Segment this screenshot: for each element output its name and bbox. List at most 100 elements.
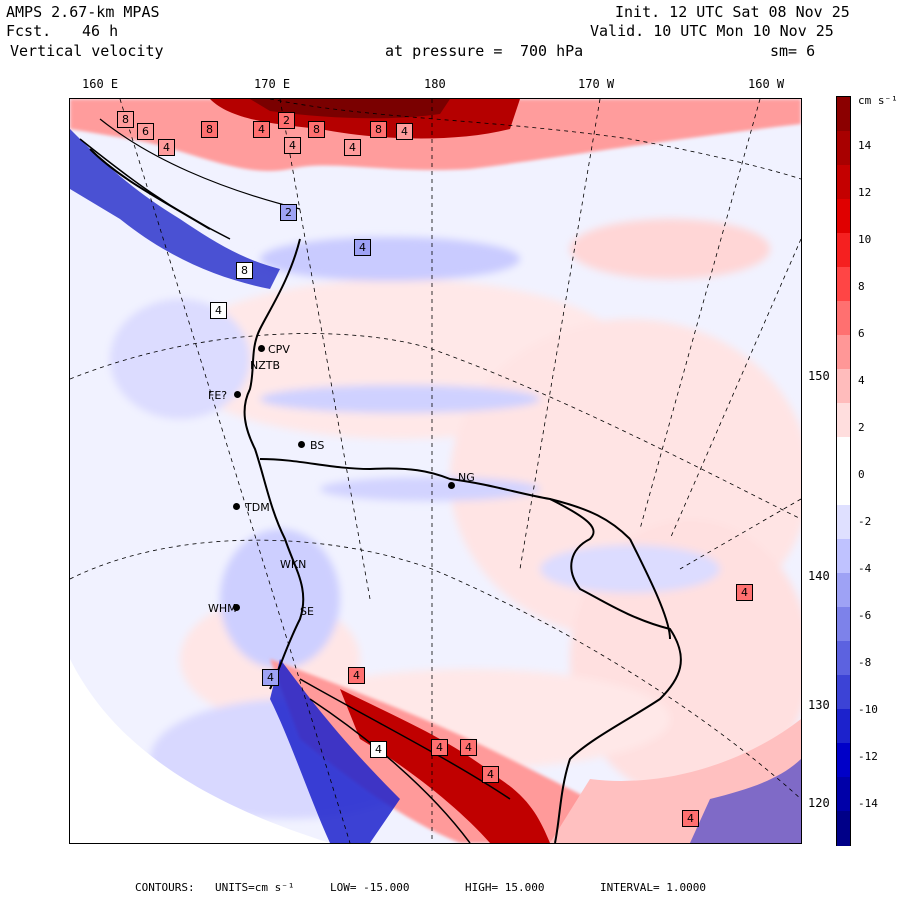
- contour-label: 8: [236, 262, 253, 279]
- colorbar: [836, 96, 851, 846]
- station-dot[interactable]: [233, 503, 240, 510]
- contour-label: 4: [736, 584, 753, 601]
- colorbar-cell: [837, 675, 850, 710]
- valid-time: Valid. 10 UTC Mon 10 Nov 25: [590, 22, 834, 40]
- footer-contours: CONTOURS:: [135, 881, 195, 894]
- contour-label: 4: [370, 741, 387, 758]
- contour-label: 4: [344, 139, 361, 156]
- colorbar-cell: [837, 607, 850, 642]
- station-dot[interactable]: [298, 441, 305, 448]
- colorbar-cell: [837, 165, 850, 200]
- level-label: at pressure =: [385, 42, 503, 60]
- coastline: [243, 238, 682, 843]
- colorbar-label: 2: [858, 421, 865, 434]
- station-label: NZTB: [250, 359, 281, 372]
- colorbar-cell: [837, 505, 850, 540]
- colorbar-label: 8: [858, 280, 865, 293]
- contour-label: 4: [253, 121, 270, 138]
- contour-label: 4: [348, 667, 365, 684]
- colorbar-label: 4: [858, 374, 865, 387]
- colorbar-cell: [837, 97, 850, 132]
- colorbar-cell: [837, 267, 850, 302]
- colorbar-cell: [837, 777, 850, 812]
- station-dot[interactable]: [258, 345, 265, 352]
- map-canvas: [70, 99, 801, 843]
- station-label: BS: [310, 439, 325, 452]
- lon-label: 160 E: [82, 77, 119, 91]
- colorbar-cell: [837, 641, 850, 676]
- contour-label: 4: [396, 123, 413, 140]
- station-label: FE?: [208, 389, 228, 402]
- contour-label: 4: [158, 139, 175, 156]
- station-label: CPV: [268, 343, 290, 356]
- colorbar-cell: [837, 199, 850, 234]
- station-label: SE: [300, 605, 314, 618]
- station-dot[interactable]: [233, 604, 240, 611]
- colorbar-label: 14: [858, 139, 872, 152]
- contour-label: 4: [262, 669, 279, 686]
- contour-label: 4: [354, 239, 371, 256]
- station-label: WKN: [280, 558, 307, 571]
- colorbar-cell: [837, 471, 850, 506]
- strong-top-band: [70, 99, 801, 289]
- colorbar-cell: [837, 233, 850, 268]
- contour-label: 6: [137, 123, 154, 140]
- station-dot[interactable]: [234, 391, 241, 398]
- colorbar-label: -14: [858, 797, 878, 810]
- colorbar-cell: [837, 301, 850, 336]
- footer-low: LOW= -15.000: [330, 881, 410, 894]
- footer-interval: INTERVAL= 1.0000: [600, 881, 706, 894]
- contour-label: 8: [117, 111, 134, 128]
- contour-label: 8: [370, 121, 387, 138]
- level-value: 700 hPa: [520, 42, 584, 60]
- station-label: TDM: [245, 501, 270, 514]
- colorbar-cell: [837, 573, 850, 608]
- station-label: NG: [458, 471, 475, 484]
- colorbar-label: -6: [858, 609, 872, 622]
- colorbar-units: cm s⁻¹: [858, 94, 898, 107]
- model-title: AMPS 2.67-km MPAS: [6, 3, 160, 21]
- colorbar-label: -8: [858, 656, 872, 669]
- colorbar-label: -4: [858, 562, 872, 575]
- forecast-hours: 46 h: [82, 22, 119, 40]
- lon-label: 170 W: [578, 77, 615, 91]
- contour-label: 4: [460, 739, 477, 756]
- init-time: Init. 12 UTC Sat 08 Nov 25: [615, 3, 850, 21]
- contour-label: 4: [682, 810, 699, 827]
- contour-label: 4: [210, 302, 227, 319]
- station-dot[interactable]: [448, 482, 455, 489]
- colorbar-cell: [837, 403, 850, 438]
- colorbar-label: -2: [858, 515, 872, 528]
- colorbar-label: 6: [858, 327, 865, 340]
- contour-label: 8: [201, 121, 218, 138]
- station-label: WHM: [208, 602, 237, 615]
- contour-label: 4: [431, 739, 448, 756]
- contour-label: 4: [482, 766, 499, 783]
- smoothing: sm= 6: [770, 42, 816, 60]
- colorbar-cell: [837, 811, 850, 846]
- colorbar-label: 12: [858, 186, 872, 199]
- colorbar-cell: [837, 369, 850, 404]
- colorbar-cell: [837, 335, 850, 370]
- field-name: Vertical velocity: [10, 42, 164, 60]
- colorbar-cell: [837, 539, 850, 574]
- contour-label: 2: [280, 204, 297, 221]
- lon-label: 170 E: [254, 77, 291, 91]
- footer-high: HIGH= 15.000: [465, 881, 545, 894]
- colorbar-cell: [837, 131, 850, 166]
- colorbar-cell: [837, 743, 850, 778]
- contour-label: 4: [284, 137, 301, 154]
- footer-units: UNITS=cm s⁻¹: [215, 881, 295, 894]
- vertical-velocity-map[interactable]: CPV NZTB FE? BS TDM WKN WHM SE NG 8 6 8 …: [69, 98, 802, 844]
- contour-label: 8: [308, 121, 325, 138]
- outside-domain: [70, 659, 330, 843]
- colorbar-label: -10: [858, 703, 878, 716]
- colorbar-label: 10: [858, 233, 872, 246]
- lon-label: 180: [424, 77, 446, 91]
- contour-label: 2: [278, 112, 295, 129]
- colorbar-cell: [837, 709, 850, 744]
- forecast-label: Fcst.: [6, 22, 52, 40]
- graticule: [70, 99, 801, 843]
- colorbar-label: -12: [858, 750, 878, 763]
- lon-label: 160 W: [748, 77, 785, 91]
